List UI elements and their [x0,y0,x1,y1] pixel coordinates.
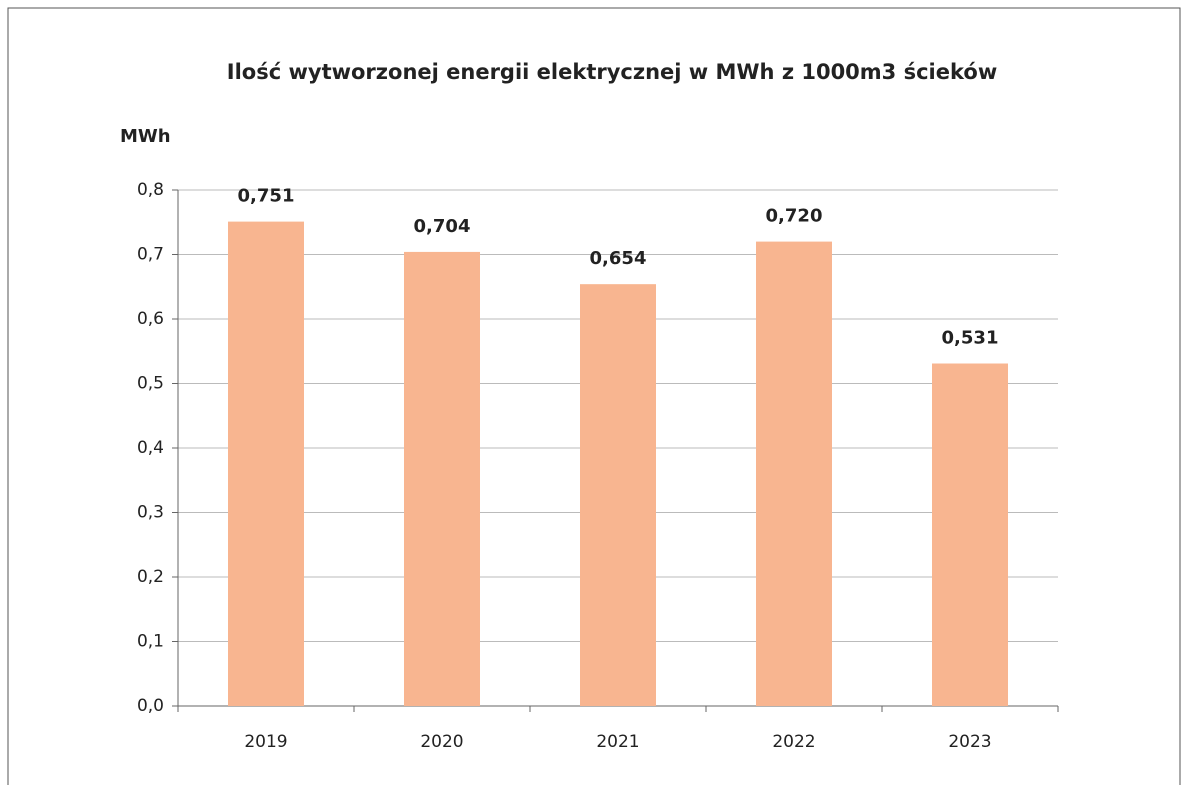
y-tick-label: 0,5 [137,374,164,394]
y-tick-label: 0,0 [137,696,164,716]
y-tick-label: 0,6 [137,309,164,329]
bar [932,363,1008,706]
y-tick-label: 0,2 [137,567,164,587]
chart-frame [7,7,1181,785]
data-label: 0,654 [590,248,647,269]
x-tick-label: 2023 [948,732,991,752]
data-label: 0,751 [238,186,295,207]
x-tick-label: 2020 [420,732,463,752]
bar [228,221,304,707]
y-tick-label: 0,7 [137,245,164,265]
y-tick-label: 0,3 [137,503,164,523]
bar [580,284,656,706]
x-tick-label: 2022 [772,732,815,752]
data-label: 0,531 [942,328,999,349]
y-tick-label: 0,8 [137,180,164,200]
x-tick-label: 2021 [596,732,639,752]
chart-title: Ilość wytworzonej energii elektrycznej w… [227,60,997,84]
y-tick-label: 0,4 [137,438,164,458]
bar [404,251,480,707]
x-tick-label: 2019 [244,732,287,752]
y-tick-label: 0,1 [137,632,164,652]
bar [756,241,832,706]
data-label: 0,704 [414,216,471,237]
data-label: 0,720 [766,206,823,227]
y-axis-label: MWh [120,126,171,147]
